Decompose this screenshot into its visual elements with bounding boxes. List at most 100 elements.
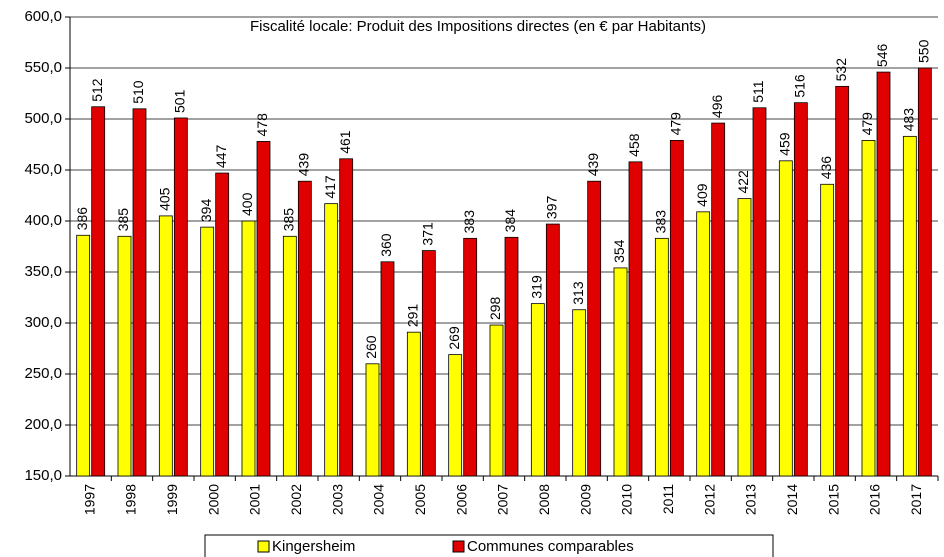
bar [587, 180, 602, 477]
value-label: 511 [750, 80, 766, 103]
bar [504, 236, 519, 477]
value-label: 360 [378, 233, 394, 257]
y-tick-label: 550,0 [24, 59, 62, 76]
value-label: 298 [487, 296, 503, 320]
y-tick-label: 600,0 [24, 8, 62, 25]
x-tick-label: 2001 [247, 484, 263, 515]
value-label: 501 [172, 89, 188, 113]
bar [835, 85, 850, 477]
chart-title: Fiscalité locale: Produit des Imposition… [250, 18, 706, 35]
value-label: 385 [281, 208, 297, 232]
x-tick-label: 2006 [453, 484, 469, 515]
legend-label: Kingersheim [272, 538, 355, 555]
x-tick-label: 2002 [288, 484, 304, 515]
value-label: 510 [130, 80, 146, 104]
value-label: 516 [792, 74, 808, 98]
bar [158, 215, 173, 477]
bar [572, 309, 587, 477]
bar [545, 223, 560, 477]
value-label: 383 [461, 210, 477, 234]
x-tick-label: 1998 [123, 484, 139, 515]
value-label: 384 [502, 209, 518, 233]
value-label: 436 [818, 156, 834, 180]
value-label: 512 [89, 78, 105, 102]
bar [613, 267, 628, 477]
value-label: 532 [833, 58, 849, 82]
value-label: 417 [322, 175, 338, 199]
bar [448, 354, 463, 477]
bar [241, 220, 256, 477]
x-tick-label: 2000 [205, 484, 221, 515]
bar [132, 108, 147, 477]
value-label: 459 [777, 132, 793, 156]
y-tick-label: 250,0 [24, 365, 62, 382]
value-label: 371 [420, 222, 436, 246]
bar [917, 67, 932, 477]
value-label: 354 [611, 239, 627, 263]
bar [654, 237, 669, 477]
bar [406, 331, 421, 477]
value-label: 383 [653, 210, 669, 234]
value-label: 478 [254, 113, 270, 137]
bar [628, 161, 643, 477]
value-label: 394 [198, 199, 214, 223]
bar [339, 158, 354, 477]
x-tick-label: 2016 [867, 484, 883, 515]
bar [421, 250, 436, 477]
x-tick-label: 2015 [825, 484, 841, 515]
x-tick-label: 2014 [784, 484, 800, 515]
bar [778, 160, 793, 477]
value-label: 269 [446, 326, 462, 350]
bar [861, 140, 876, 477]
bar [489, 324, 504, 477]
bar [324, 203, 339, 477]
bar [820, 183, 835, 477]
bar [902, 135, 917, 477]
x-tick-label: 2003 [329, 484, 345, 515]
bar [696, 211, 711, 477]
bar [76, 234, 91, 477]
bar [297, 180, 312, 477]
bar [282, 235, 297, 477]
legend-box [204, 534, 774, 557]
value-label: 461 [337, 130, 353, 154]
y-tick-label: 500,0 [24, 110, 62, 127]
value-label: 496 [709, 95, 725, 119]
value-label: 319 [529, 275, 545, 299]
legend-swatch [452, 540, 465, 553]
value-label: 260 [363, 335, 379, 359]
x-tick-label: 2012 [701, 484, 717, 515]
value-label: 422 [735, 170, 751, 194]
bar [752, 107, 767, 477]
x-tick-label: 2008 [536, 484, 552, 515]
bar [256, 141, 271, 477]
bar [365, 363, 380, 477]
value-label: 313 [570, 281, 586, 305]
x-tick-label: 2009 [577, 484, 593, 515]
x-tick-label: 2017 [908, 484, 924, 515]
value-label: 385 [115, 208, 131, 232]
bar [737, 198, 752, 477]
value-label: 479 [859, 112, 875, 136]
bar [380, 261, 395, 477]
value-label: 479 [668, 112, 684, 136]
bar [215, 172, 230, 477]
x-tick-label: 2004 [371, 484, 387, 515]
value-label: 409 [694, 183, 710, 207]
value-label: 400 [239, 192, 255, 216]
bar [200, 226, 215, 477]
value-label: 291 [405, 304, 421, 328]
bar [91, 106, 106, 477]
y-tick-label: 350,0 [24, 263, 62, 280]
value-label: 439 [585, 153, 601, 177]
value-label: 397 [544, 195, 560, 219]
value-label: 483 [901, 108, 917, 132]
bar [669, 140, 684, 477]
bar [793, 102, 808, 477]
legend-swatch [257, 540, 270, 553]
bar [117, 235, 132, 477]
y-tick-label: 200,0 [24, 416, 62, 433]
bar [876, 71, 891, 477]
bar [530, 303, 545, 477]
y-tick-label: 400,0 [24, 212, 62, 229]
